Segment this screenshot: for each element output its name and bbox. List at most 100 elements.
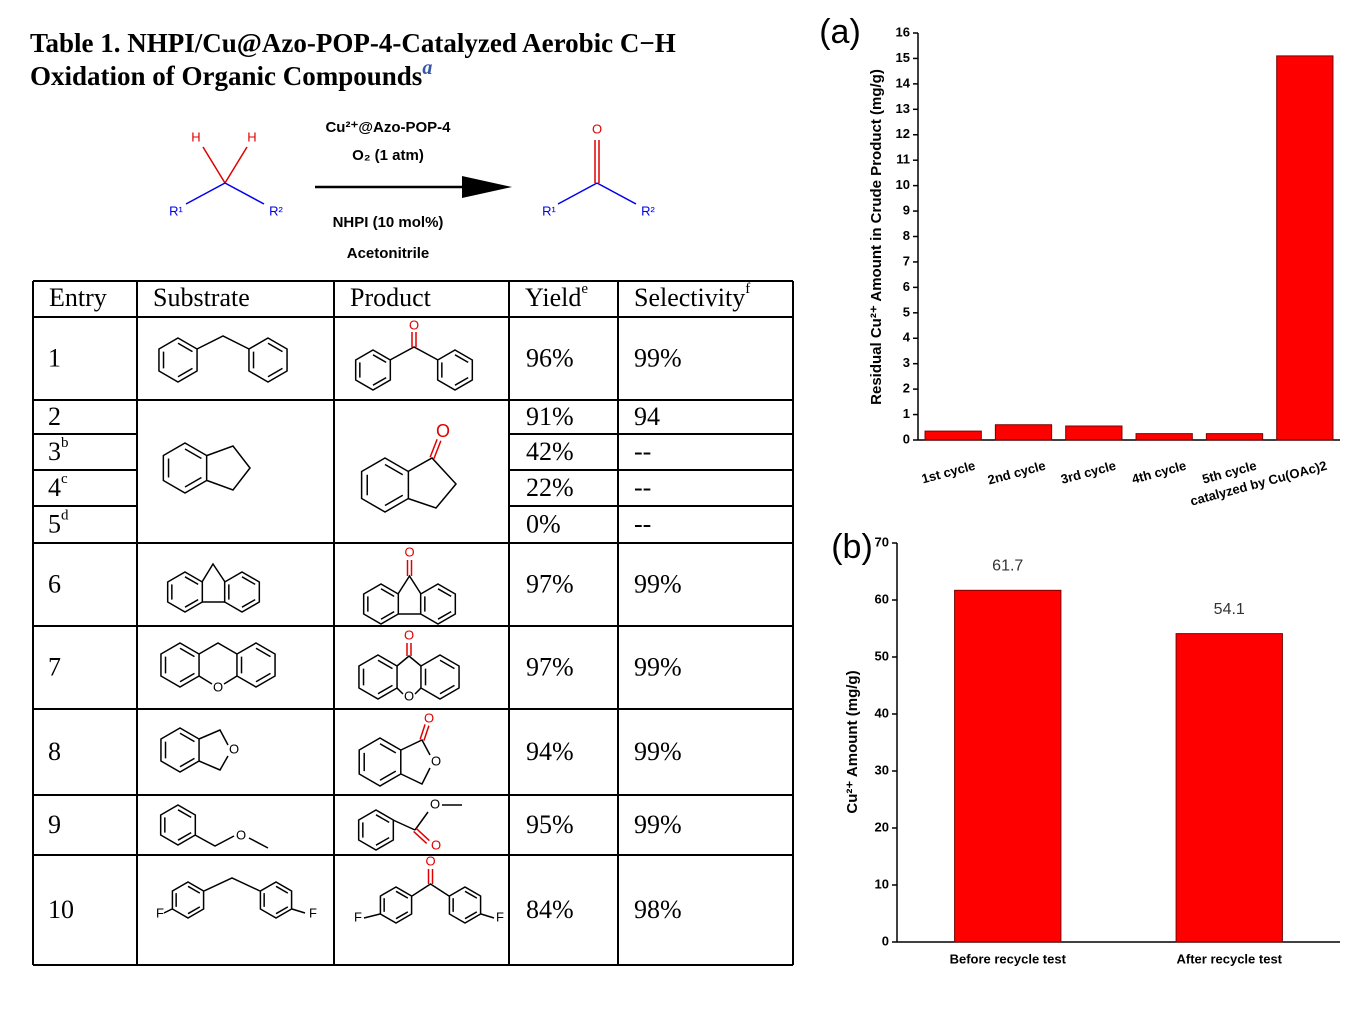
selectivity-cell: -- [634, 437, 651, 466]
entry-text: 8 [48, 737, 61, 766]
yield-cell: 97% [526, 569, 574, 598]
bond [596, 182, 637, 205]
bar [924, 430, 982, 441]
bond [179, 647, 195, 658]
yield-cell: 95% [526, 810, 574, 839]
atom-label: O [213, 679, 223, 694]
header-text: Substrate [153, 283, 250, 312]
bond [275, 906, 289, 915]
atom-label: R² [269, 203, 283, 218]
bond [291, 908, 306, 914]
y-tick-label: 1 [903, 406, 910, 421]
bond [392, 819, 416, 831]
yield-cell: 97% [526, 652, 574, 681]
atom-label: O [424, 710, 434, 725]
bar [1135, 433, 1193, 441]
entry-text: 5 [48, 509, 61, 538]
y-tick-label: 10 [875, 876, 889, 891]
y-tick-label: 11 [896, 152, 910, 167]
benzene-ring [162, 442, 208, 494]
panel-label: (a) [819, 13, 861, 51]
selectivity-cell: 99% [634, 569, 682, 598]
atom-label: R¹ [169, 203, 183, 218]
bond [267, 367, 283, 378]
header-text: Selectivity [634, 283, 745, 312]
header-cell: Product [350, 283, 432, 312]
yield-cell: 0% [526, 509, 561, 538]
x-tick-label: 2nd cycle [986, 458, 1047, 488]
bond [372, 354, 387, 364]
entry-text: 3 [48, 437, 61, 466]
y-tick-label: 2 [903, 381, 910, 396]
bond [363, 913, 381, 919]
bond [196, 335, 250, 350]
benzene-ring [420, 654, 460, 700]
bond [415, 827, 430, 842]
bond [177, 831, 192, 841]
header-note: e [581, 281, 588, 297]
entry-note: d [61, 508, 69, 524]
bond [206, 445, 251, 491]
bond [396, 655, 422, 667]
bond [414, 811, 429, 831]
atom-label: F [309, 905, 317, 920]
y-tick-label: 9 [903, 203, 910, 218]
benzene-ring [354, 349, 392, 391]
atom-label: F [354, 909, 362, 924]
y-tick-label: 4 [903, 330, 911, 345]
header-cell: Selectivityf [634, 281, 750, 312]
entry-cell: 6 [48, 569, 61, 598]
bond [223, 675, 238, 685]
atom-label: F [496, 909, 504, 924]
y-tick-label: 20 [875, 819, 889, 834]
header-text: Entry [49, 283, 107, 312]
y-tick-label: 30 [875, 762, 889, 777]
entry-text: 4 [48, 473, 61, 502]
bar [1065, 425, 1123, 441]
yield-cell: 42% [526, 437, 574, 466]
bond [198, 755, 229, 771]
atom-label: O [404, 688, 414, 703]
bond [395, 890, 409, 899]
y-tick-label: 12 [896, 126, 910, 141]
benzene-ring [160, 642, 200, 688]
condition: Cu²⁺@Azo-POP-4 [325, 119, 451, 136]
selectivity-cell: 99% [634, 652, 682, 681]
yield-cell: 91% [526, 402, 574, 431]
bond [177, 367, 193, 378]
entry-note: b [61, 435, 69, 451]
selectivity-cell: 99% [634, 343, 682, 372]
yield-cell: 96% [526, 343, 574, 372]
bond [267, 342, 283, 353]
y-tick-label: 50 [875, 648, 889, 663]
bond [163, 908, 173, 914]
entry-text: 10 [48, 895, 74, 924]
benzene-ring [358, 737, 402, 787]
bond [179, 757, 195, 768]
yield-cell: 84% [526, 895, 574, 924]
x-tick-label: Before recycle test [950, 951, 1067, 966]
entry-cell: 3b [48, 435, 69, 466]
bond [202, 146, 226, 184]
bond [201, 562, 226, 583]
bond [439, 659, 455, 670]
bond [255, 647, 271, 658]
y-tick-label: 8 [903, 228, 910, 243]
atom-label: R² [641, 203, 655, 218]
bond [389, 346, 439, 361]
y-tick-label: 15 [896, 50, 910, 65]
entry-cell: 4c [48, 471, 68, 502]
atom-label: O [436, 421, 450, 441]
condition: Acetonitrile [347, 245, 430, 262]
selectivity-cell: -- [634, 473, 651, 502]
header-cell: Entry [49, 283, 107, 312]
bond [464, 911, 478, 920]
atom-label: O [409, 317, 419, 332]
condition: NHPI (10 mol%) [333, 214, 444, 231]
benzene-ring [419, 583, 457, 625]
value-label: 54.1 [1214, 601, 1245, 618]
bond [224, 182, 265, 205]
bar [1205, 433, 1264, 441]
bond [375, 836, 390, 846]
benzene-ring [248, 337, 288, 383]
